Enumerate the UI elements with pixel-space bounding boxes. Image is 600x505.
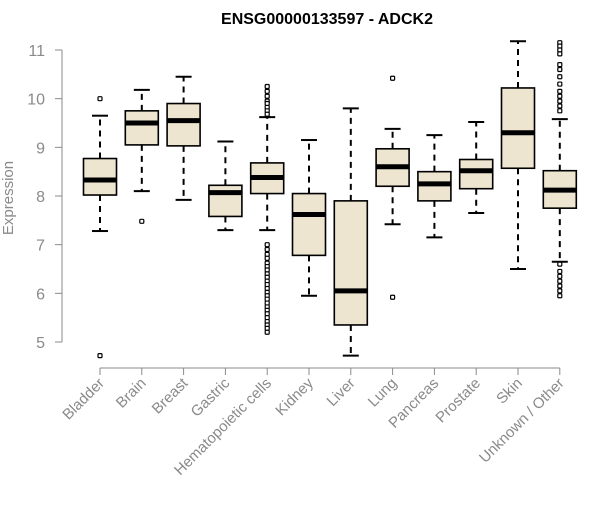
y-tick-label: 11 xyxy=(28,43,45,60)
y-tick-label: 8 xyxy=(36,189,45,206)
outlier-point xyxy=(557,61,563,68)
x-tick-label: Kidney xyxy=(272,374,317,419)
outlier-point xyxy=(264,111,270,117)
outlier-point xyxy=(557,268,563,275)
box-group xyxy=(458,121,494,215)
box-group xyxy=(375,75,410,300)
box-iqr xyxy=(166,102,201,147)
box-group xyxy=(249,83,285,335)
x-tick-label: Lung xyxy=(365,375,401,411)
outlier-point xyxy=(557,66,563,73)
y-axis: 5 6 7 8 9 10 11 xyxy=(27,43,63,352)
box-group xyxy=(417,134,452,239)
chart-title: ENSG00000133597 - ADCK2 xyxy=(221,11,433,28)
outlier-point xyxy=(557,98,563,104)
outlier-point xyxy=(557,51,563,57)
x-tick-label: Brain xyxy=(113,375,150,412)
box-group xyxy=(166,75,201,201)
x-tick-label: Prostate xyxy=(432,375,484,427)
box-iqr xyxy=(124,110,160,146)
outlier-point xyxy=(557,108,563,114)
outlier-point xyxy=(139,218,145,224)
box-group xyxy=(291,139,327,297)
outlier-point xyxy=(264,93,270,99)
outlier-point xyxy=(557,283,563,289)
outlier-point xyxy=(557,293,563,299)
box-group xyxy=(500,40,536,270)
outlier-point xyxy=(264,329,270,335)
outlier-point xyxy=(557,288,563,294)
outlier-point xyxy=(97,96,103,102)
box-group xyxy=(124,88,160,224)
box-group xyxy=(208,140,243,232)
box-group xyxy=(542,40,578,299)
boxplot-series xyxy=(82,40,578,359)
outlier-point xyxy=(264,255,270,261)
box-group xyxy=(82,96,118,359)
box-iqr xyxy=(208,184,243,218)
box-iqr xyxy=(333,200,369,326)
x-tick-label: Liver xyxy=(324,375,359,410)
outlier-point xyxy=(264,246,270,253)
outlier-point xyxy=(264,88,270,94)
x-tick-label: Breast xyxy=(149,374,192,417)
outlier-point xyxy=(557,273,563,279)
outlier-point xyxy=(557,278,563,284)
y-tick-label: 9 xyxy=(36,140,45,157)
outlier-point xyxy=(557,74,563,80)
y-tick-label: 10 xyxy=(27,92,45,109)
outlier-point xyxy=(557,81,563,87)
x-tick-label: Bladder xyxy=(59,375,108,424)
box-group xyxy=(333,107,369,357)
outlier-point xyxy=(557,103,563,109)
box-iqr xyxy=(82,157,118,196)
y-tick-label: 5 xyxy=(36,335,45,352)
y-tick-label: 6 xyxy=(36,286,45,303)
outlier-point xyxy=(97,353,103,359)
box-iqr xyxy=(291,192,327,257)
outlier-point xyxy=(264,242,270,248)
outlier-point xyxy=(557,88,563,94)
y-tick-label: 7 xyxy=(36,238,45,255)
box-iqr xyxy=(458,158,494,190)
outlier-point xyxy=(557,261,563,267)
outlier-point xyxy=(264,83,270,90)
box-iqr xyxy=(500,87,536,170)
outlier-point xyxy=(390,75,396,81)
y-axis-label: Expression xyxy=(0,161,17,235)
x-tick-label: Skin xyxy=(493,375,526,408)
outlier-point xyxy=(557,93,563,99)
outlier-point xyxy=(390,294,396,300)
